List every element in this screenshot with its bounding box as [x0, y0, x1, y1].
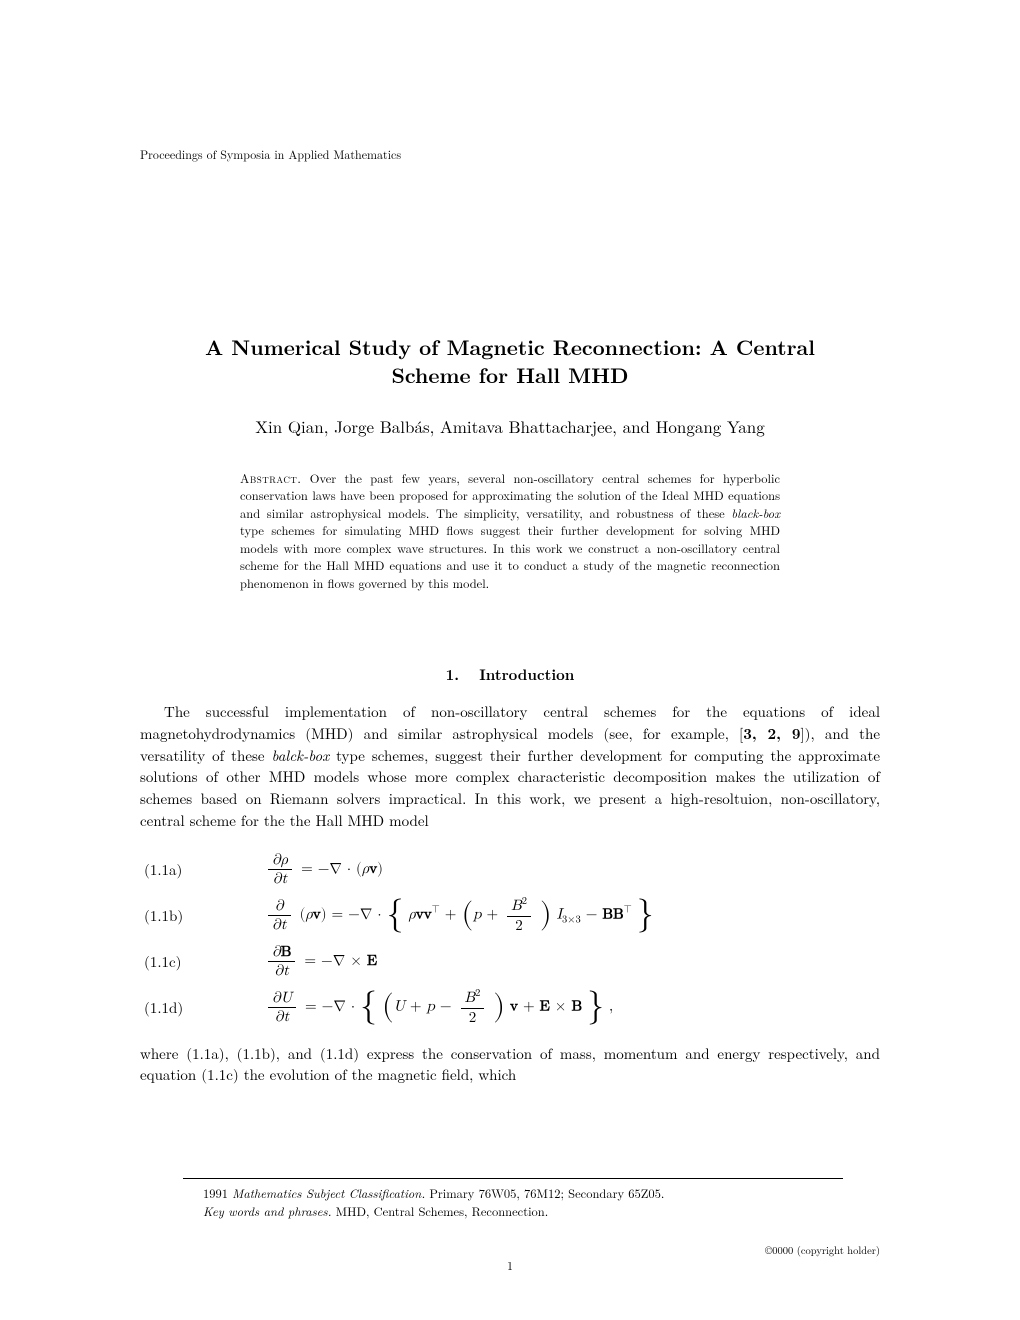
author-line: Xin Qian, Jorge Balbás, Amitava Bhattach…: [140, 414, 880, 438]
abstract-label: Abstract.: [240, 469, 301, 487]
equation-1-1d: (1.1d) ∂U∂t = −∇ · { (U + p − B22 ) v + …: [140, 988, 880, 1028]
intro-italic: balck-box: [272, 745, 330, 766]
eq-num-1-1d: (1.1d): [140, 997, 224, 1018]
intro-refs: 3, 2, 9: [743, 723, 800, 744]
abstract-italic: black-box: [731, 504, 780, 522]
footnote-msc-text: Primary 76W05, 76M12; Secondary 65Z05.: [425, 1184, 664, 1202]
abstract: Abstract. Over the past few years, sever…: [240, 470, 780, 593]
equation-1-1c: (1.1c) ∂B∂t = −∇ × E: [140, 942, 880, 982]
title-line-1: A Numerical Study of Magnetic Reconnecti…: [205, 332, 815, 362]
paper-page: Proceedings of Symposia in Applied Mathe…: [0, 0, 1020, 1320]
closing-paragraph: where (1.1a), (1.1b), and (1.1d) express…: [140, 1043, 880, 1087]
proceedings-line: Proceedings of Symposia in Applied Mathe…: [140, 146, 880, 163]
eq-num-1-1b: (1.1b): [140, 905, 224, 926]
eq-body-1-1d: ∂U∂t = −∇ · { (U + p − B22 ) v + E × B }…: [224, 989, 880, 1026]
equation-1-1b: (1.1b) ∂∂t (ρv) = −∇ · { ρvv⊤ + (p + B22…: [140, 896, 880, 936]
eq-body-1-1c: ∂B∂t = −∇ × E: [224, 944, 880, 980]
footnote-keywords: Key words and phrases. MHD, Central Sche…: [183, 1203, 843, 1221]
abstract-text-1: Over the past few years, several non-osc…: [240, 469, 780, 522]
abstract-text-2: type schemes for simulating MHD flows su…: [240, 521, 780, 592]
copyright-line: ©0000 (copyright holder): [765, 1243, 880, 1258]
footnote-msc-label: Mathematics Subject Classification.: [232, 1184, 425, 1202]
eq-body-1-1a: ∂ρ∂t = −∇ · (ρv): [224, 852, 880, 888]
footnote-keywords-label: Key words and phrases.: [203, 1202, 331, 1220]
section-number: 1.: [446, 664, 459, 685]
equation-1-1a: (1.1a) ∂ρ∂t = −∇ · (ρv): [140, 850, 880, 890]
footnote-keywords-text: MHD, Central Schemes, Reconnection.: [331, 1202, 548, 1220]
equation-block: (1.1a) ∂ρ∂t = −∇ · (ρv) (1.1b) ∂∂t (ρv) …: [140, 850, 880, 1028]
paper-title: A Numerical Study of Magnetic Reconnecti…: [140, 333, 880, 390]
title-line-2: Scheme for Hall MHD: [391, 360, 628, 390]
footnote-msc-year: 1991: [203, 1184, 232, 1202]
footnotes: 1991 Mathematics Subject Classification.…: [183, 1178, 843, 1220]
section-title: Introduction: [479, 664, 574, 685]
intro-paragraph: The successful implementation of non-osc…: [140, 701, 880, 832]
section-heading: 1. Introduction: [140, 664, 880, 685]
footnote-msc: 1991 Mathematics Subject Classification.…: [183, 1185, 843, 1203]
eq-num-1-1c: (1.1c): [140, 951, 224, 972]
page-number: 1: [0, 1257, 1020, 1274]
eq-num-1-1a: (1.1a): [140, 859, 224, 880]
eq-body-1-1b: ∂∂t (ρv) = −∇ · { ρvv⊤ + (p + B22 ) I3×3…: [224, 897, 880, 934]
